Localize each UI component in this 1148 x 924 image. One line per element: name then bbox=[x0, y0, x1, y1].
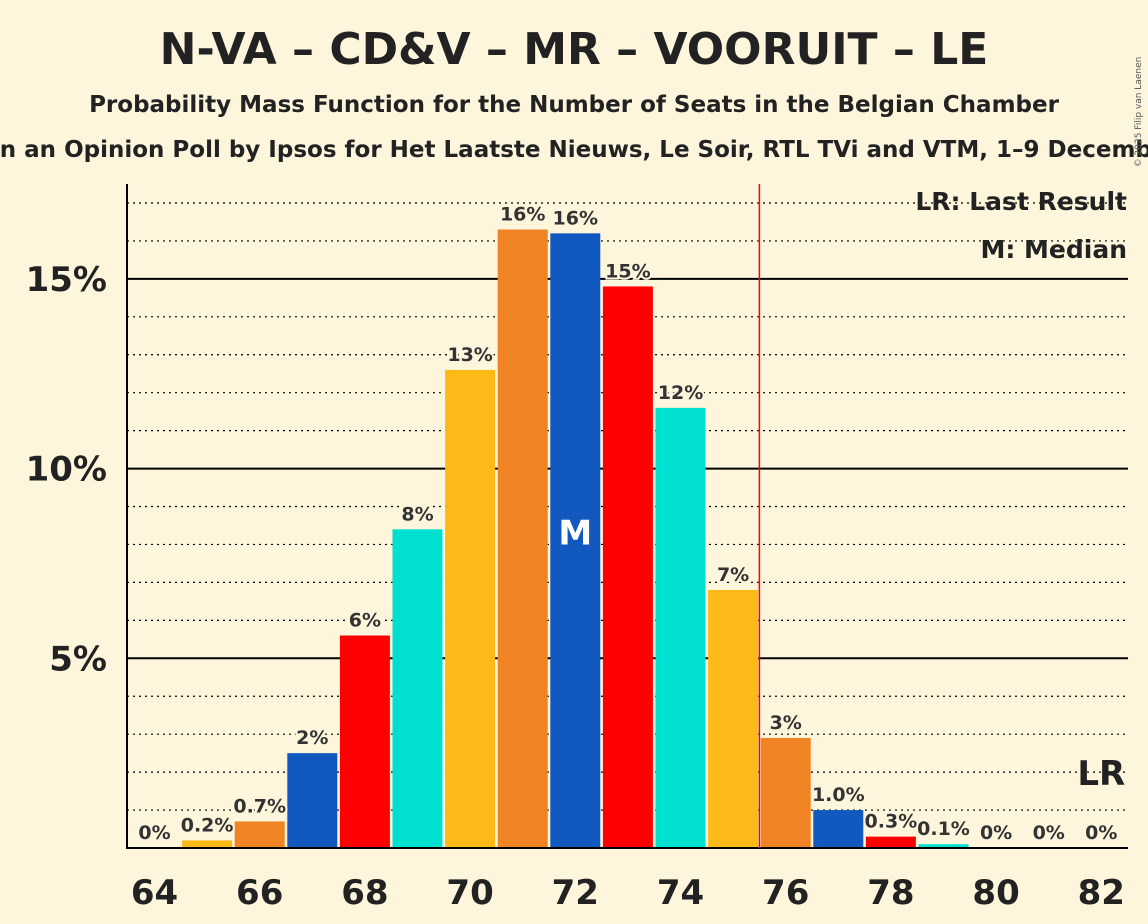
copyright-text: © 2025 Filip van Laenen bbox=[1134, 57, 1144, 168]
x-tick-label-64: 64 bbox=[131, 873, 178, 913]
bar-label-seat-77: 1.0% bbox=[812, 784, 865, 806]
bar-label-seat-71: 16% bbox=[500, 204, 545, 226]
bar-label-seat-69: 8% bbox=[401, 503, 433, 525]
bar-label-seat-81: 0% bbox=[1033, 822, 1065, 844]
bar-label-seat-74: 12% bbox=[658, 382, 703, 404]
bar-label-seat-65: 0.2% bbox=[181, 814, 234, 836]
bar-seat-77 bbox=[813, 810, 864, 848]
legend-median: M: Median bbox=[980, 235, 1127, 264]
bar-label-seat-72: 16% bbox=[553, 207, 598, 229]
gridlines bbox=[127, 202, 1128, 811]
bar-labels: 0% 0.2%0.7%2%6%8%13%16% 16%15%12%7%3%1.0%0… bbox=[136, 202, 1119, 846]
bar-seat-71 bbox=[497, 229, 548, 848]
bar-seat-68 bbox=[339, 635, 390, 848]
bar-seat-69 bbox=[392, 529, 443, 848]
bar-label-seat-78: 0.3% bbox=[865, 811, 918, 833]
bar-seat-67 bbox=[287, 753, 338, 848]
chart-source: Based on an Opinion Poll by Ipsos for He… bbox=[0, 137, 1148, 163]
x-tick-label-76: 76 bbox=[762, 873, 809, 913]
x-tick-label-68: 68 bbox=[341, 873, 388, 913]
x-tick-label-78: 78 bbox=[867, 873, 914, 913]
bar-seat-70 bbox=[445, 369, 496, 848]
bars bbox=[182, 229, 969, 849]
chart-title: N-VA – CD&V – MR – VOORUIT – LE bbox=[160, 24, 989, 75]
x-tick-label-66: 66 bbox=[236, 873, 283, 913]
bar-label-seat-79: 0.1% bbox=[917, 818, 970, 840]
bar-label-seat-64: 0% bbox=[138, 822, 170, 844]
x-tick-label-72: 72 bbox=[552, 873, 599, 913]
bar-label-seat-73: 15% bbox=[605, 260, 650, 282]
bar-label-seat-82: 0% bbox=[1085, 822, 1117, 844]
chart-subtitle: Probability Mass Function for the Number… bbox=[89, 92, 1060, 118]
legend-last-result: LR: Last Result bbox=[915, 187, 1127, 216]
bar-seat-72 bbox=[550, 233, 601, 849]
bar-label-seat-75: 7% bbox=[717, 564, 749, 586]
bar-seat-74 bbox=[655, 407, 706, 848]
bar-seat-79 bbox=[918, 844, 969, 848]
y-tick-label-10: 10% bbox=[26, 450, 107, 490]
x-tick-label-80: 80 bbox=[972, 873, 1019, 913]
x-tick-label-82: 82 bbox=[1078, 873, 1125, 913]
bar-seat-66 bbox=[234, 821, 285, 848]
bar-label-seat-70: 13% bbox=[447, 344, 492, 366]
y-tick-label-15: 15% bbox=[26, 260, 107, 300]
bar-seat-76 bbox=[760, 737, 811, 848]
bar-label-seat-68: 6% bbox=[349, 610, 381, 632]
bar-label-seat-66: 0.7% bbox=[233, 795, 286, 817]
bar-seat-78 bbox=[865, 836, 916, 848]
last-result-marker: LR bbox=[1077, 754, 1125, 794]
markers: M LR bbox=[558, 184, 1125, 848]
bar-label-seat-76: 3% bbox=[770, 712, 802, 734]
median-marker: M bbox=[558, 514, 592, 554]
axes: 64 66 68 70 72 74 76 78 80 82 5% 10% 15% bbox=[26, 184, 1128, 913]
y-tick-label-5: 5% bbox=[49, 639, 107, 679]
bar-seat-73 bbox=[602, 286, 653, 849]
bar-seat-75 bbox=[708, 589, 759, 848]
x-tick-label-74: 74 bbox=[657, 873, 704, 913]
bar-label-seat-80: 0% bbox=[980, 822, 1012, 844]
bar-seat-65 bbox=[182, 840, 233, 848]
x-tick-label-70: 70 bbox=[446, 873, 493, 913]
bar-label-seat-67: 2% bbox=[296, 727, 328, 749]
